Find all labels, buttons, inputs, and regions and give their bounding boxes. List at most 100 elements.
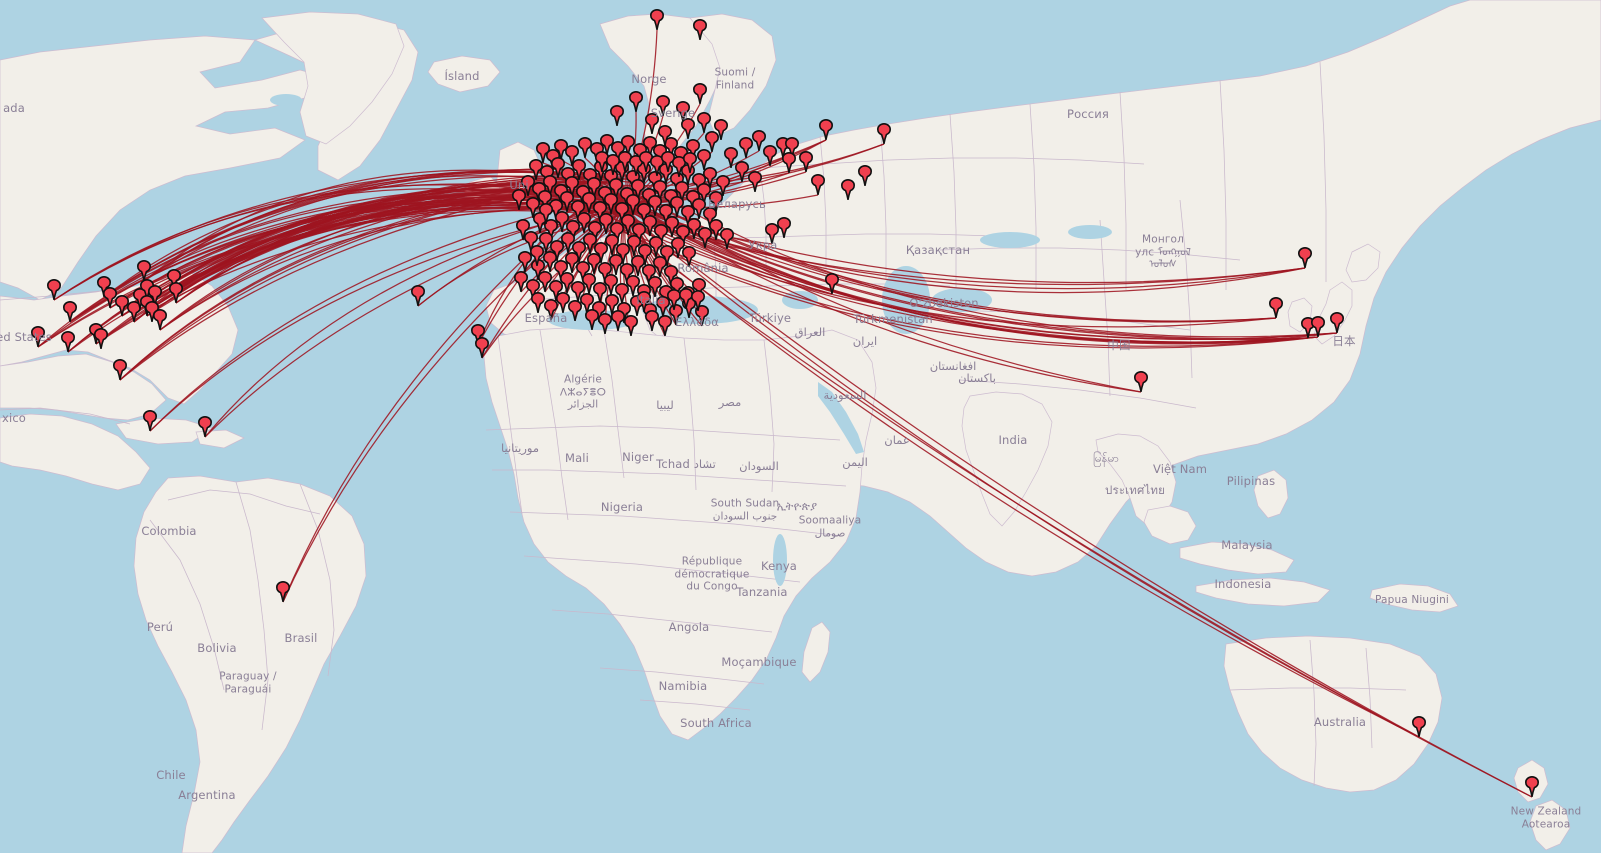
map-marker-pin[interactable] xyxy=(819,119,833,140)
map-marker-pin[interactable] xyxy=(529,159,543,180)
map-marker-pin[interactable] xyxy=(610,222,624,243)
map-marker-pin[interactable] xyxy=(695,305,709,326)
map-marker-pin[interactable] xyxy=(549,280,563,301)
map-marker-pin[interactable] xyxy=(618,151,632,172)
map-marker-pin[interactable] xyxy=(94,328,108,349)
map-marker-pin[interactable] xyxy=(638,244,652,265)
map-marker-pin[interactable] xyxy=(660,245,674,266)
map-marker-pin[interactable] xyxy=(582,273,596,294)
map-marker-pin[interactable] xyxy=(556,292,570,313)
map-marker-pin[interactable] xyxy=(620,263,634,284)
map-marker-pin[interactable] xyxy=(626,275,640,296)
map-marker-pin[interactable] xyxy=(643,215,657,236)
map-marker-pin[interactable] xyxy=(97,276,111,297)
map-marker-pin[interactable] xyxy=(670,196,684,217)
map-marker-pin[interactable] xyxy=(687,218,701,239)
map-marker-pin[interactable] xyxy=(600,134,614,155)
map-marker-pin[interactable] xyxy=(580,293,594,314)
map-marker-pin[interactable] xyxy=(571,200,585,221)
map-marker-pin[interactable] xyxy=(565,145,579,166)
map-marker-pin[interactable] xyxy=(716,175,730,196)
map-marker-pin[interactable] xyxy=(611,310,625,331)
map-marker-pin[interactable] xyxy=(653,256,667,277)
map-marker-pin[interactable] xyxy=(811,174,825,195)
map-marker-pin[interactable] xyxy=(752,130,766,151)
map-marker-pin[interactable] xyxy=(642,264,656,285)
map-marker-pin[interactable] xyxy=(765,223,779,244)
map-marker-pin[interactable] xyxy=(739,137,753,158)
map-marker-pin[interactable] xyxy=(670,277,684,298)
map-marker-pin[interactable] xyxy=(598,313,612,334)
map-marker-pin[interactable] xyxy=(604,274,618,295)
map-marker-pin[interactable] xyxy=(697,112,711,133)
map-marker-pin[interactable] xyxy=(551,157,565,178)
map-marker-pin[interactable] xyxy=(686,139,700,160)
map-marker-pin[interactable] xyxy=(610,105,624,126)
map-marker-pin[interactable] xyxy=(516,219,530,240)
map-marker-pin[interactable] xyxy=(568,300,582,321)
map-marker-pin[interactable] xyxy=(115,295,129,316)
map-marker-pin[interactable] xyxy=(1269,297,1283,318)
map-marker-pin[interactable] xyxy=(566,220,580,241)
map-marker-pin[interactable] xyxy=(544,299,558,320)
map-marker-pin[interactable] xyxy=(1298,247,1312,268)
map-marker-pin[interactable] xyxy=(561,232,575,253)
map-marker-pin[interactable] xyxy=(656,95,670,116)
map-marker-pin[interactable] xyxy=(521,175,535,196)
map-marker-pin[interactable] xyxy=(656,296,670,317)
map-marker-pin[interactable] xyxy=(653,180,667,201)
map-marker-pin[interactable] xyxy=(724,147,738,168)
map-marker-pin[interactable] xyxy=(683,152,697,173)
map-marker-pin[interactable] xyxy=(544,219,558,240)
map-marker-pin[interactable] xyxy=(550,240,564,261)
map-marker-pin[interactable] xyxy=(616,243,630,264)
map-marker-pin[interactable] xyxy=(654,224,668,245)
map-marker-pin[interactable] xyxy=(571,281,585,302)
map-marker-pin[interactable] xyxy=(63,301,77,322)
map-marker-pin[interactable] xyxy=(593,282,607,303)
map-marker-pin[interactable] xyxy=(526,197,540,218)
map-marker-pin[interactable] xyxy=(127,301,141,322)
map-marker-pin[interactable] xyxy=(153,309,167,330)
map-marker-pin[interactable] xyxy=(693,19,707,40)
map-marker-pin[interactable] xyxy=(705,131,719,152)
map-marker-pin[interactable] xyxy=(672,156,686,177)
map-marker-pin[interactable] xyxy=(585,309,599,330)
map-marker-pin[interactable] xyxy=(661,151,675,172)
map-marker-pin[interactable] xyxy=(777,217,791,238)
map-marker-pin[interactable] xyxy=(697,183,711,204)
map-marker-pin[interactable] xyxy=(626,194,640,215)
map-marker-pin[interactable] xyxy=(621,135,635,156)
map-marker-pin[interactable] xyxy=(648,276,662,297)
map-marker-pin[interactable] xyxy=(169,282,183,303)
map-marker-pin[interactable] xyxy=(825,273,839,294)
map-marker-pin[interactable] xyxy=(645,113,659,134)
map-marker-pin[interactable] xyxy=(763,145,777,166)
map-marker-pin[interactable] xyxy=(530,245,544,266)
map-marker-pin[interactable] xyxy=(609,178,623,199)
map-marker-pin[interactable] xyxy=(692,278,706,299)
map-marker-pin[interactable] xyxy=(572,241,586,262)
map-marker-pin[interactable] xyxy=(148,285,162,306)
map-marker-pin[interactable] xyxy=(645,310,659,331)
map-marker-pin[interactable] xyxy=(531,292,545,313)
map-marker-pin[interactable] xyxy=(664,265,678,286)
map-marker-pin[interactable] xyxy=(841,179,855,200)
map-marker-pin[interactable] xyxy=(577,212,591,233)
map-marker-pin[interactable] xyxy=(31,326,45,347)
map-marker-pin[interactable] xyxy=(609,254,623,275)
map-marker-pin[interactable] xyxy=(599,213,613,234)
map-marker-pin[interactable] xyxy=(526,279,540,300)
map-marker-pin[interactable] xyxy=(639,151,653,172)
map-marker-pin[interactable] xyxy=(631,179,645,200)
map-marker-pin[interactable] xyxy=(518,251,532,272)
map-marker-pin[interactable] xyxy=(1134,371,1148,392)
map-marker-pin[interactable] xyxy=(593,201,607,222)
map-marker-pin[interactable] xyxy=(682,246,696,267)
map-marker-pin[interactable] xyxy=(629,155,643,176)
map-marker-pin[interactable] xyxy=(605,294,619,315)
map-marker-pin[interactable] xyxy=(703,167,717,188)
map-marker-pin[interactable] xyxy=(536,142,550,163)
